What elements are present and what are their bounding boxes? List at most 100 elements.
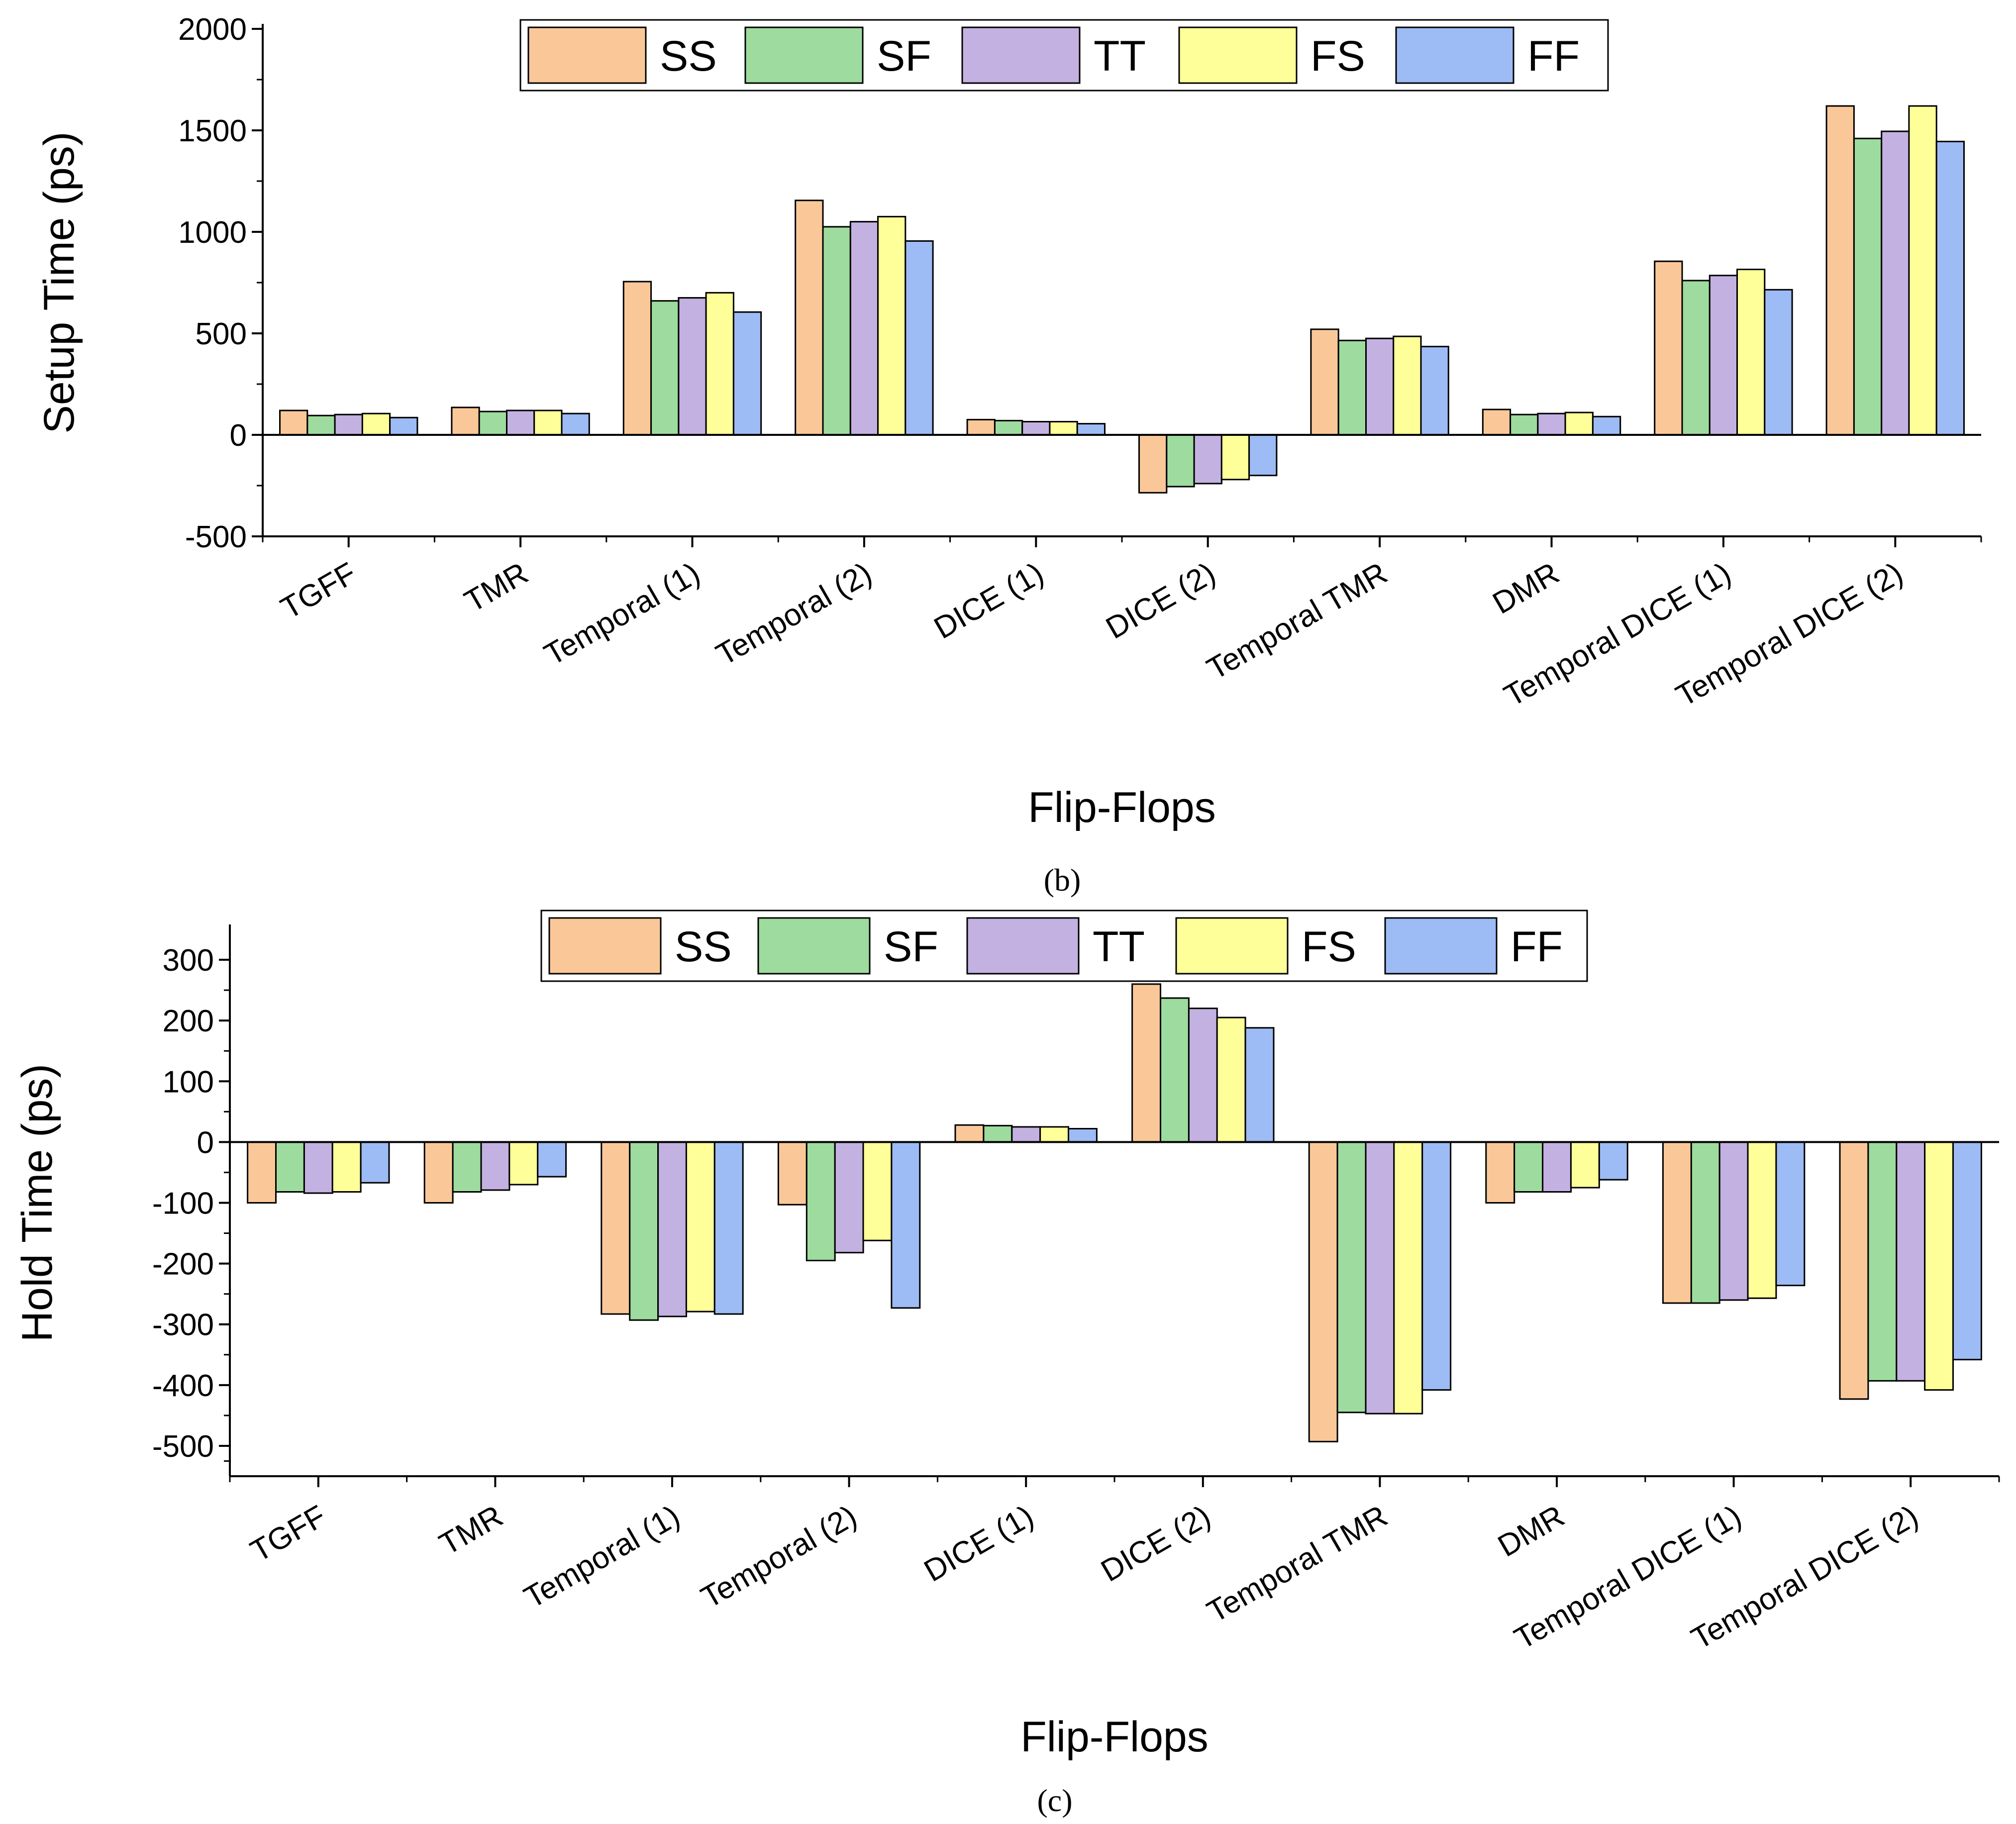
- bar-fs-4: [1049, 421, 1078, 436]
- y-tick-label: -300: [152, 1308, 214, 1342]
- bar-fs-0: [331, 1141, 362, 1193]
- bar-ff-6: [1421, 1141, 1452, 1391]
- bar-fs-5: [1220, 434, 1250, 481]
- legend-label-tt: TT: [1093, 923, 1145, 971]
- legend: SS SF TT FS FF: [540, 910, 1588, 982]
- bar-sf-6: [1336, 1141, 1367, 1414]
- x-tick-label: DMR: [1487, 556, 1565, 620]
- bar-ss-1: [451, 406, 480, 436]
- bar-tt-9: [1881, 130, 1910, 436]
- x-tick-label: TMR: [434, 1499, 509, 1562]
- bar-fs-9: [1924, 1141, 1954, 1391]
- bar-sf-3: [806, 1141, 836, 1261]
- bar-ff-2: [713, 1141, 744, 1315]
- bar-sf-1: [452, 1141, 482, 1193]
- bar-tt-1: [480, 1141, 510, 1191]
- y-tick-label: -200: [152, 1247, 214, 1282]
- y-tick-label: 0: [230, 418, 247, 453]
- bar-tt-4: [1011, 1126, 1041, 1143]
- bar-ff-6: [1420, 346, 1449, 436]
- y-tick-label: 300: [163, 943, 214, 978]
- bar-tt-7: [1537, 412, 1566, 436]
- bar-ff-9: [1952, 1141, 1982, 1361]
- bar-ff-0: [389, 416, 418, 436]
- legend-swatch-tt: [966, 917, 1080, 975]
- legend-swatch-ff: [1384, 917, 1498, 975]
- legend-swatch-sf: [744, 26, 864, 84]
- legend-label-fs: FS: [1302, 923, 1356, 971]
- y-tick-label: -500: [185, 520, 247, 554]
- bar-ff-1: [537, 1141, 567, 1178]
- legend-label-sf: SF: [884, 923, 938, 971]
- y-tick-label: 2000: [178, 12, 247, 47]
- bar-ss-9: [1825, 105, 1855, 436]
- bar-tt-6: [1365, 337, 1395, 436]
- bar-sf-2: [650, 300, 680, 436]
- bar-ff-5: [1248, 434, 1278, 477]
- bar-fs-3: [877, 215, 907, 436]
- bar-tt-0: [303, 1141, 333, 1194]
- bar-sf-4: [983, 1124, 1013, 1143]
- x-tick-label: TGFF: [275, 556, 362, 626]
- legend: SS SF TT FS FF: [519, 19, 1609, 92]
- x-axis-title: Flip-Flops: [1020, 1713, 1209, 1761]
- bar-ss-8: [1654, 260, 1683, 436]
- bar-ss-9: [1839, 1141, 1869, 1400]
- x-tick-label: DICE (2): [1095, 1499, 1216, 1588]
- bar-ff-5: [1244, 1027, 1275, 1143]
- bar-ss-6: [1308, 1141, 1338, 1442]
- x-axis-title: Flip-Flops: [1028, 784, 1216, 831]
- bar-fs-2: [705, 292, 734, 436]
- bar-fs-8: [1747, 1141, 1777, 1299]
- bar-tt-6: [1365, 1141, 1395, 1415]
- bar-ff-8: [1764, 289, 1793, 436]
- bar-ss-4: [966, 418, 996, 436]
- x-tick-label: TGFF: [245, 1499, 332, 1569]
- bar-tt-8: [1709, 275, 1738, 436]
- y-tick-label: 500: [196, 317, 247, 351]
- bar-tt-7: [1542, 1141, 1572, 1193]
- bar-ss-3: [795, 200, 824, 436]
- bar-sf-5: [1166, 434, 1195, 488]
- bar-ss-5: [1131, 983, 1162, 1143]
- bar-sf-2: [629, 1141, 659, 1321]
- legend-swatch-fs: [1178, 26, 1298, 84]
- bar-ff-3: [891, 1141, 921, 1309]
- bar-sf-9: [1867, 1141, 1898, 1382]
- bar-fs-2: [685, 1141, 715, 1313]
- bar-sf-5: [1160, 997, 1190, 1143]
- bar-ff-2: [732, 311, 762, 436]
- bar-ss-2: [622, 281, 652, 436]
- legend-label-ss: SS: [660, 32, 717, 80]
- bar-ss-5: [1138, 434, 1168, 494]
- bar-ss-1: [423, 1141, 454, 1204]
- bar-fs-6: [1393, 1141, 1423, 1415]
- bar-ss-2: [601, 1141, 631, 1315]
- figure-caption: (c): [1037, 1783, 1072, 1818]
- bar-fs-6: [1393, 335, 1422, 436]
- bar-sf-8: [1690, 1141, 1720, 1304]
- legend-label-sf: SF: [877, 32, 931, 80]
- bar-ff-1: [561, 412, 590, 436]
- figure-caption: (b): [1044, 862, 1081, 898]
- bar-tt-2: [657, 1141, 687, 1317]
- bar-ss-3: [777, 1141, 807, 1206]
- bar-fs-4: [1039, 1126, 1070, 1143]
- bar-ss-8: [1662, 1141, 1692, 1304]
- bar-sf-3: [822, 226, 851, 436]
- bar-ss-0: [247, 1141, 277, 1204]
- bar-fs-3: [862, 1141, 893, 1241]
- bar-sf-0: [275, 1141, 305, 1193]
- bar-ff-9: [1935, 140, 1965, 436]
- y-tick-label: 100: [163, 1065, 214, 1099]
- bar-sf-9: [1853, 137, 1883, 436]
- y-tick-label: -100: [152, 1187, 214, 1221]
- bar-tt-5: [1188, 1008, 1218, 1143]
- bar-ff-7: [1598, 1141, 1628, 1181]
- bar-ss-7: [1485, 1141, 1515, 1204]
- bar-ff-8: [1775, 1141, 1806, 1287]
- x-tick-label: Temporal TMR: [1202, 1499, 1394, 1629]
- x-tick-label: DICE (1): [918, 1499, 1039, 1588]
- bar-sf-4: [994, 419, 1023, 436]
